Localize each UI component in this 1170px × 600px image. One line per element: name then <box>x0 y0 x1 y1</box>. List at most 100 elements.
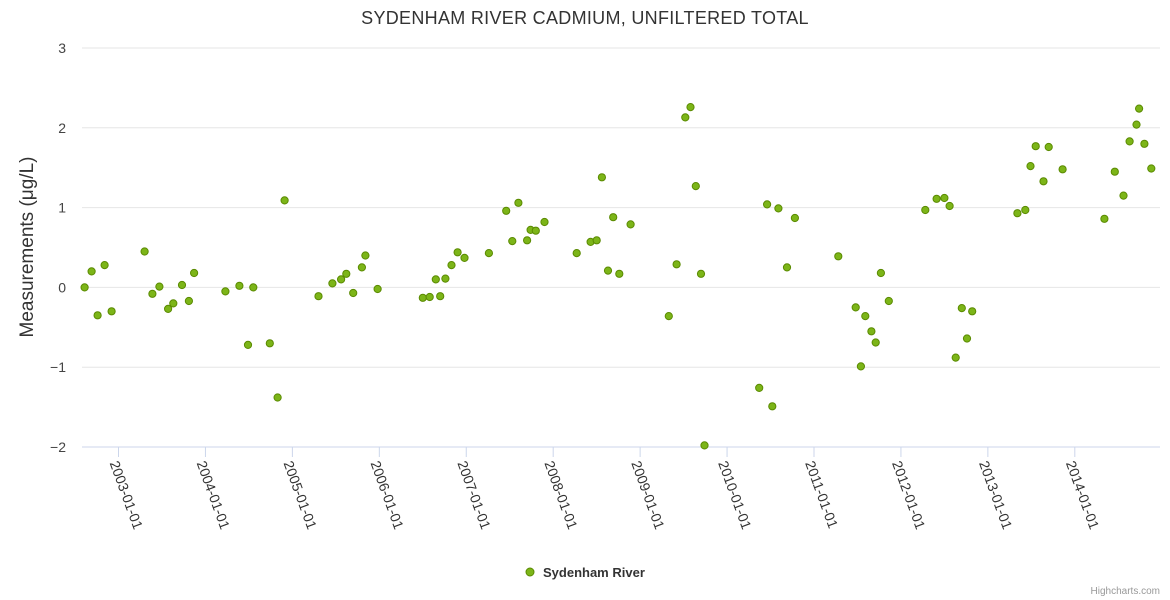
data-point[interactable] <box>940 193 949 203</box>
legend-item-sydenham-river[interactable]: Sydenham River <box>543 565 645 580</box>
data-point[interactable] <box>243 340 253 349</box>
data-point[interactable] <box>431 275 440 284</box>
data-point[interactable] <box>164 304 173 313</box>
data-point[interactable] <box>876 268 886 278</box>
data-point[interactable] <box>609 213 618 222</box>
data-point[interactable] <box>1110 167 1119 176</box>
data-point[interactable] <box>342 269 351 278</box>
data-point[interactable] <box>856 362 866 371</box>
data-point[interactable] <box>460 253 469 262</box>
scatter-series-sydenham-river[interactable] <box>80 103 1156 450</box>
data-point[interactable] <box>755 383 764 392</box>
data-point[interactable] <box>1147 164 1156 173</box>
data-point[interactable] <box>235 281 244 290</box>
data-point[interactable] <box>782 263 792 272</box>
data-point[interactable] <box>626 220 635 229</box>
data-point[interactable] <box>603 266 613 275</box>
data-point[interactable] <box>1058 165 1067 174</box>
data-point[interactable] <box>774 204 783 213</box>
data-point[interactable] <box>1119 191 1128 200</box>
data-point[interactable] <box>249 283 258 292</box>
data-point[interactable] <box>190 268 199 278</box>
data-point[interactable] <box>177 280 187 290</box>
data-point[interactable] <box>1031 142 1040 151</box>
data-point[interactable] <box>93 311 102 320</box>
data-point[interactable] <box>686 103 695 112</box>
data-point[interactable] <box>531 226 540 235</box>
data-point[interactable] <box>273 393 282 402</box>
data-point[interactable] <box>615 269 624 278</box>
data-point[interactable] <box>155 282 164 291</box>
data-point[interactable] <box>691 182 700 191</box>
data-point[interactable] <box>592 236 601 245</box>
data-point[interactable] <box>523 236 532 245</box>
data-point[interactable] <box>361 251 370 260</box>
y-axis-title: Measurements (μg/L) <box>17 157 38 338</box>
data-point[interactable] <box>1140 139 1149 148</box>
data-point[interactable] <box>357 263 366 272</box>
data-point[interactable] <box>1026 162 1035 171</box>
data-point[interactable] <box>884 296 893 306</box>
data-point[interactable] <box>700 441 709 450</box>
data-point[interactable] <box>681 113 690 122</box>
data-point[interactable] <box>768 402 777 411</box>
data-point[interactable] <box>957 304 966 313</box>
data-point[interactable] <box>1044 142 1053 152</box>
data-point[interactable] <box>1135 104 1144 113</box>
data-point[interactable] <box>441 274 450 283</box>
data-point[interactable] <box>871 338 880 347</box>
data-point[interactable] <box>87 267 96 276</box>
data-point[interactable] <box>80 283 89 292</box>
data-point[interactable] <box>696 269 706 278</box>
data-point[interactable] <box>100 261 109 270</box>
data-point[interactable] <box>945 201 954 211</box>
data-point[interactable] <box>597 173 607 182</box>
data-point[interactable] <box>861 312 870 321</box>
data-point[interactable] <box>280 196 289 205</box>
data-point[interactable] <box>314 292 323 301</box>
data-point[interactable] <box>1125 137 1134 146</box>
data-point[interactable] <box>337 275 346 284</box>
data-point[interactable] <box>148 289 157 298</box>
data-point[interactable] <box>453 248 462 257</box>
data-point[interactable] <box>328 279 337 288</box>
data-point[interactable] <box>572 249 581 258</box>
data-point[interactable] <box>169 299 178 308</box>
data-point[interactable] <box>834 252 843 261</box>
data-point[interactable] <box>1100 214 1109 223</box>
data-point[interactable] <box>418 293 427 302</box>
data-point[interactable] <box>265 339 274 348</box>
data-point[interactable] <box>921 205 930 215</box>
data-point[interactable] <box>851 303 860 312</box>
data-point[interactable] <box>790 213 800 223</box>
data-point[interactable] <box>140 247 149 256</box>
data-point[interactable] <box>514 198 523 207</box>
data-point[interactable] <box>436 292 445 301</box>
data-point[interactable] <box>425 292 434 302</box>
data-point[interactable] <box>373 284 382 294</box>
data-point[interactable] <box>508 237 517 246</box>
data-point[interactable] <box>1021 205 1030 215</box>
data-point[interactable] <box>932 194 941 203</box>
data-point[interactable] <box>540 217 549 227</box>
data-point[interactable] <box>184 296 193 306</box>
data-point[interactable] <box>349 288 358 298</box>
data-point[interactable] <box>221 287 230 296</box>
legend-marker-icon <box>525 567 535 577</box>
data-point[interactable] <box>867 327 876 336</box>
data-point[interactable] <box>763 200 772 209</box>
data-point[interactable] <box>672 260 681 269</box>
data-point[interactable] <box>107 307 116 316</box>
data-point[interactable] <box>484 249 493 258</box>
data-point[interactable] <box>502 206 511 215</box>
legend[interactable]: Sydenham River <box>525 565 645 580</box>
data-point[interactable] <box>1039 177 1048 186</box>
data-point[interactable] <box>968 307 977 316</box>
data-point[interactable] <box>1132 120 1141 129</box>
data-point[interactable] <box>664 312 673 321</box>
data-point[interactable] <box>962 334 972 343</box>
credits-link[interactable]: Highcharts.com <box>1091 586 1160 597</box>
data-point[interactable] <box>447 261 456 270</box>
data-point[interactable] <box>951 353 960 362</box>
data-point[interactable] <box>1013 209 1022 218</box>
